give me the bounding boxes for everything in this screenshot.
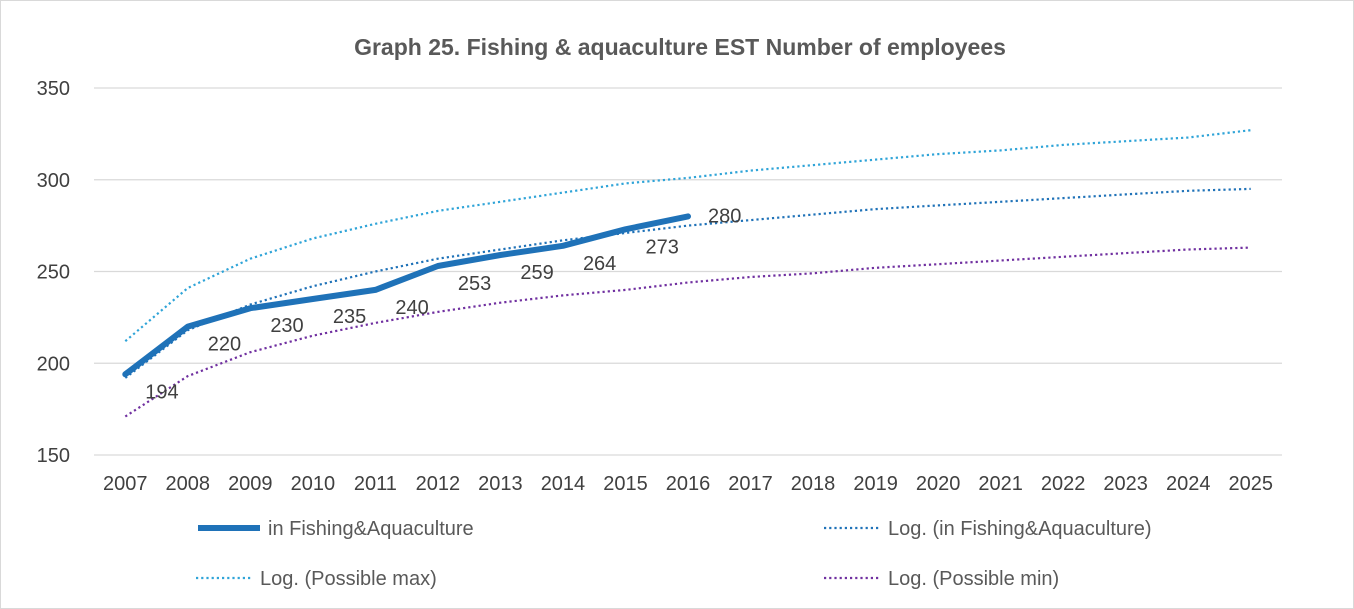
- series-line-0: [122, 213, 691, 378]
- y-tick-label: 350: [37, 78, 70, 100]
- data-label: 240: [395, 297, 428, 319]
- x-tick-label: 2017: [728, 473, 773, 495]
- x-tick-label: 2009: [228, 473, 273, 495]
- x-tick-label: 2011: [354, 473, 397, 495]
- data-label: 280: [708, 205, 741, 227]
- y-tick-label: 300: [37, 170, 70, 192]
- x-tick-label: 2016: [666, 473, 711, 495]
- y-tick-label: 150: [37, 445, 70, 467]
- x-tick-label: 2013: [478, 473, 523, 495]
- series-lines: [122, 129, 1251, 418]
- data-label: 273: [645, 236, 678, 258]
- x-tick-label: 2014: [541, 473, 586, 495]
- data-label: 264: [583, 253, 616, 275]
- x-tick-label: 2022: [1041, 473, 1086, 495]
- x-tick-label: 2024: [1166, 473, 1211, 495]
- legend-label-0: in Fishing&Aquaculture: [268, 518, 474, 540]
- legend: in Fishing&Aquaculture Log. (in Fishing&A…: [196, 518, 1151, 590]
- data-labels: 194 220 230 235 240 253 259 264 273 280: [145, 205, 741, 403]
- y-axis-ticks: 150 200 250 300 350: [37, 78, 70, 467]
- x-tick-label: 2015: [603, 473, 648, 495]
- legend-label-2: Log. (Possible max): [260, 568, 437, 590]
- y-tick-label: 200: [37, 353, 70, 375]
- gridlines: [94, 87, 1282, 456]
- chart-title: Graph 25. Fishing & aquaculture EST Numb…: [354, 34, 1006, 60]
- data-label: 235: [333, 306, 366, 328]
- x-tick-label: 2007: [103, 473, 148, 495]
- x-tick-label: 2010: [291, 473, 336, 495]
- x-tick-label: 2023: [1103, 473, 1148, 495]
- x-tick-label: 2019: [853, 473, 898, 495]
- data-label: 194: [145, 381, 178, 403]
- data-label: 230: [270, 315, 303, 337]
- series-line-2: [124, 129, 1251, 343]
- x-tick-label: 2025: [1228, 473, 1273, 495]
- y-tick-label: 250: [37, 262, 70, 284]
- x-tick-label: 2012: [416, 473, 461, 495]
- x-axis-ticks: 2007 2008 2009 2010 2011 2012 2013 2014 2015 2016…: [103, 473, 1273, 495]
- legend-label-1: Log. (in Fishing&Aquaculture): [888, 518, 1151, 540]
- legend-label-3: Log. (Possible min): [888, 568, 1059, 590]
- x-tick-label: 2020: [916, 473, 961, 495]
- data-label: 259: [520, 262, 553, 284]
- data-label: 220: [208, 334, 241, 356]
- data-label: 253: [458, 273, 491, 295]
- x-tick-label: 2008: [166, 473, 211, 495]
- series-line-1: [124, 187, 1251, 379]
- x-tick-label: 2018: [791, 473, 836, 495]
- x-tick-label: 2021: [978, 473, 1023, 495]
